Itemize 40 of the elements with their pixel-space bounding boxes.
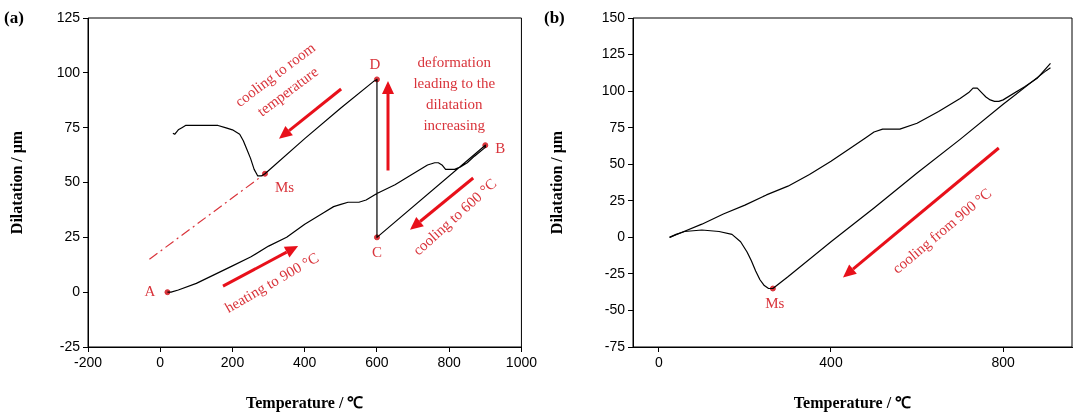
y-axis-title: Dilatation / μm [547, 130, 566, 235]
y-tick-label: 25 [609, 191, 626, 208]
y-tick-label: -25 [604, 264, 626, 281]
x-tick-label: 800 [991, 354, 1016, 371]
y-tick-label: 100 [601, 81, 626, 98]
x-tick-label: -200 [73, 354, 103, 371]
annotation: B [495, 140, 506, 157]
annotation: A [144, 283, 156, 300]
annotation: deformation leading to the dilatation increasing [413, 54, 496, 134]
annotation: Ms [765, 295, 785, 312]
y-tick-label: 0 [72, 283, 81, 300]
x-tick-label: 400 [819, 354, 843, 371]
y-tick-label: -50 [604, 301, 626, 318]
x-tick-label: 800 [437, 354, 462, 371]
annotation: Ms [274, 178, 295, 195]
y-tick-label: 125 [56, 8, 81, 25]
x-tick-label: 1000 [505, 354, 538, 371]
x-axis-title: Temperature / ℃ [246, 393, 364, 412]
x-axis-title: Temperature / ℃ [793, 393, 912, 412]
x-tick-label: 0 [654, 354, 663, 371]
x-tick-label: 600 [365, 354, 389, 371]
y-tick-label: 125 [601, 45, 626, 62]
x-tick-label: 0 [156, 354, 165, 371]
annotation: C [371, 244, 382, 261]
y-tick-label: 150 [601, 8, 626, 25]
y-tick-label: 50 [609, 155, 626, 172]
x-tick-label: 200 [220, 354, 245, 371]
chart-title: (b) [544, 7, 565, 27]
y-tick-label: 100 [56, 63, 81, 80]
y-tick-label: -25 [59, 337, 81, 354]
y-tick-label: -75 [604, 337, 626, 354]
chart-title: (a) [4, 7, 24, 27]
y-axis-title: Dilatation / μm [7, 130, 26, 235]
y-tick-label: 75 [64, 118, 81, 135]
x-tick-label: 400 [293, 354, 317, 371]
y-tick-label: 25 [64, 228, 81, 245]
y-tick-label: 75 [609, 118, 626, 135]
y-tick-label: 50 [64, 173, 81, 190]
y-tick-label: 0 [617, 228, 626, 245]
annotation: D [369, 56, 381, 73]
